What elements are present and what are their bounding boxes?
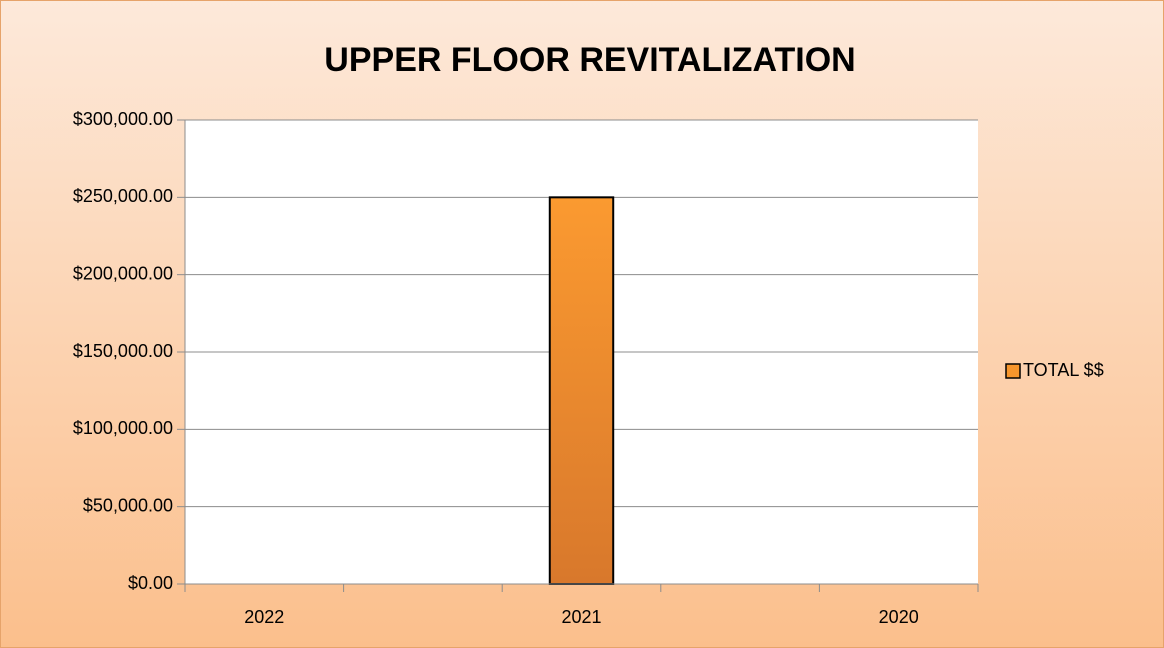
chart-title: UPPER FLOOR REVITALIZATION <box>324 41 855 79</box>
y-tick-label: $200,000.00 <box>73 263 173 283</box>
x-tick-label: 2022 <box>244 607 284 627</box>
bar <box>548 196 615 585</box>
legend-label: TOTAL $$ <box>1023 360 1104 380</box>
x-tick-label: 2020 <box>879 607 919 627</box>
y-tick-label: $150,000.00 <box>73 341 173 361</box>
plot: $0.00 $50,000.00 $100,000.00 $150,000.00 $20… <box>73 109 1104 627</box>
y-tick-label: $100,000.00 <box>73 418 173 438</box>
y-tick-label: $0.00 <box>128 573 173 593</box>
y-tick-label: $50,000.00 <box>83 495 173 515</box>
legend-swatch <box>1005 363 1021 379</box>
y-tick-label: $300,000.00 <box>73 109 173 129</box>
x-tick-label: 2021 <box>561 607 601 627</box>
y-tick-label: $250,000.00 <box>73 186 173 206</box>
